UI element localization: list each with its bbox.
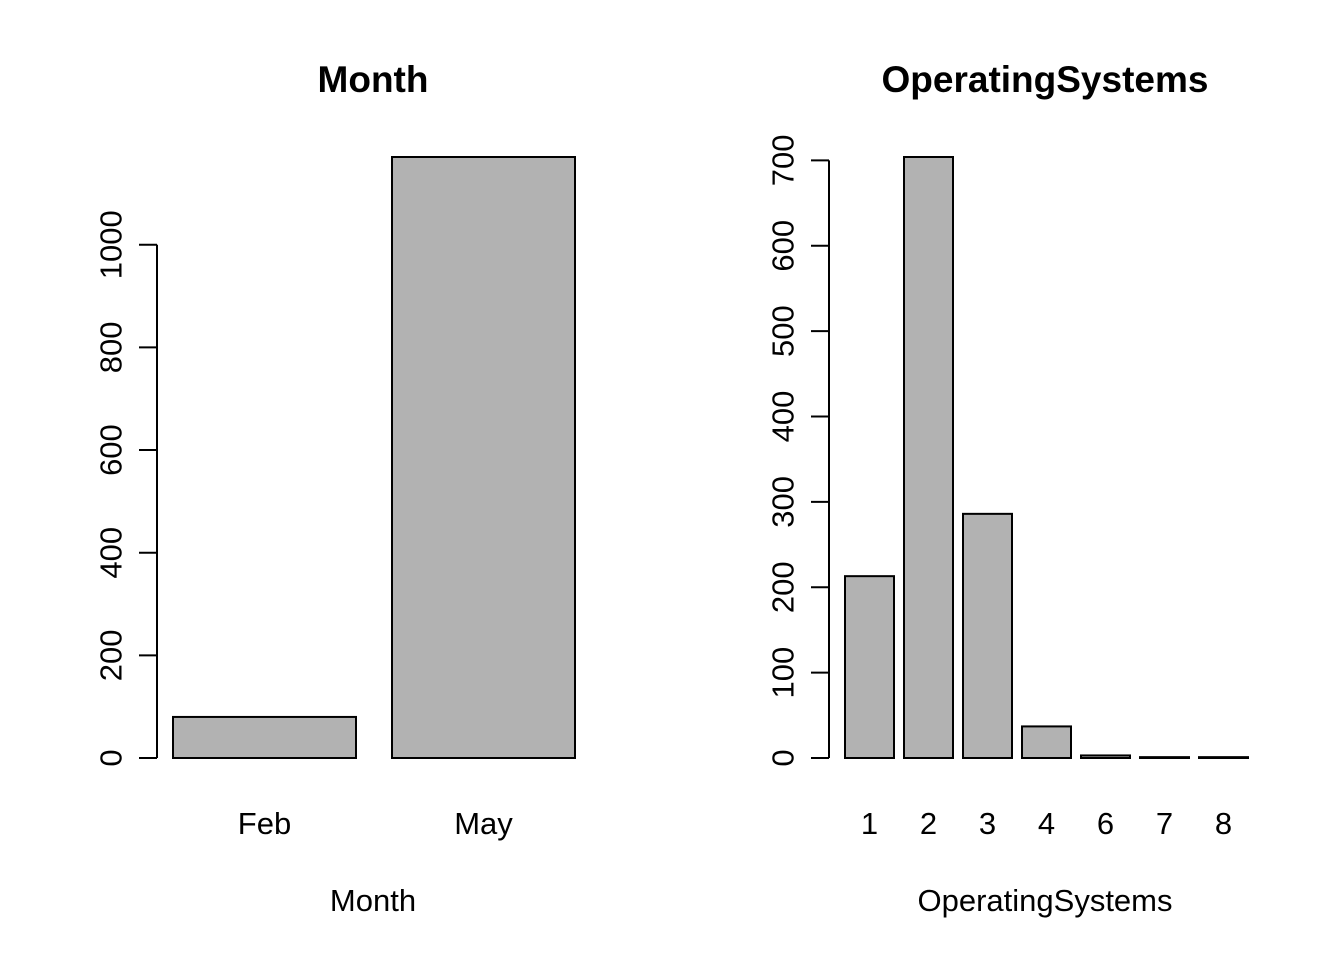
y-tick-label: 700: [766, 135, 801, 187]
x-tick-label: 4: [1038, 806, 1055, 841]
x-tick-label: May: [454, 806, 513, 841]
x-axis-label: Month: [330, 883, 416, 918]
y-tick-label: 100: [766, 647, 801, 699]
y-tick-label: 200: [94, 629, 129, 681]
month-chart-panel: 0 200 400 600 800 1000 Feb May Month Month: [94, 59, 576, 918]
bar-4: [1021, 725, 1072, 759]
y-tick-label: 0: [766, 749, 801, 766]
chart-title: OperatingSystems: [882, 59, 1209, 100]
x-tick-label: Feb: [238, 806, 291, 841]
y-tick-label: 400: [94, 527, 129, 579]
x-axis-label: OperatingSystems: [918, 883, 1173, 918]
x-tick-label: 6: [1097, 806, 1114, 841]
y-tick-label: 500: [766, 305, 801, 357]
y-tick-label: 0: [94, 749, 129, 766]
y-tick-label: 1000: [94, 210, 129, 279]
bar-8: [1198, 756, 1249, 759]
chart-title: Month: [318, 59, 429, 100]
x-tick-label: 8: [1215, 806, 1232, 841]
y-tick-label: 400: [766, 391, 801, 443]
x-tick-label: 3: [979, 806, 996, 841]
bar-7: [1139, 756, 1190, 759]
bar-6: [1080, 754, 1131, 759]
bar-1: [844, 575, 895, 759]
y-tick-label: 600: [94, 424, 129, 476]
y-tick-label: 200: [766, 561, 801, 613]
bar-2: [903, 156, 954, 759]
bar-May: [391, 156, 576, 759]
bar-3: [962, 512, 1013, 759]
bar-Feb: [172, 715, 357, 760]
x-tick-label: 1: [861, 806, 878, 841]
y-tick-label: 600: [766, 220, 801, 272]
y-tick-label: 800: [94, 322, 129, 374]
operating-systems-chart-panel: 0 100 200 300 400 500 600 700 1 2 3 4 6 7 8 OperatingSy…: [766, 59, 1249, 918]
x-tick-label: 2: [920, 806, 937, 841]
y-tick-label: 300: [766, 476, 801, 528]
x-tick-label: 7: [1156, 806, 1173, 841]
